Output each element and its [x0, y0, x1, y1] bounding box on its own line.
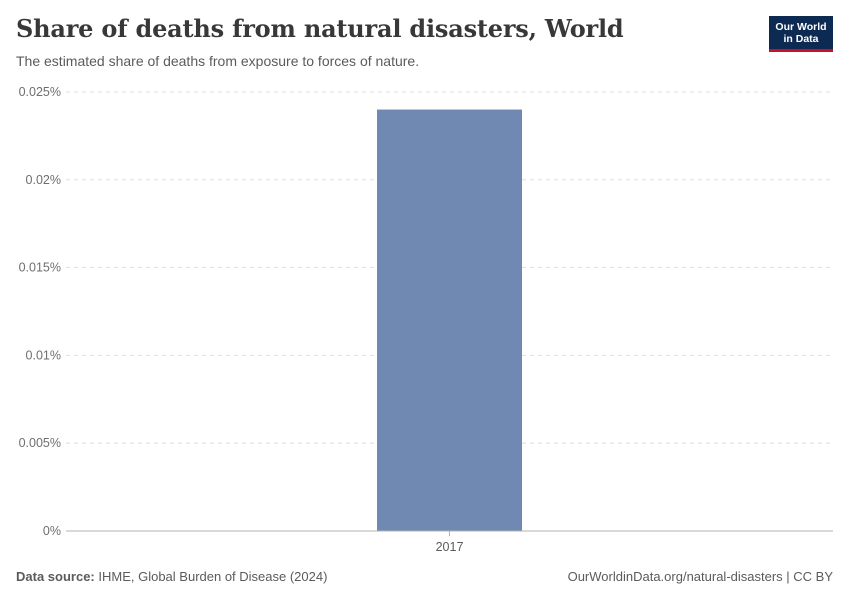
logo-line-1: Our World — [775, 20, 827, 33]
y-tick-label: 0.005% — [19, 436, 61, 450]
y-tick-label: 0.015% — [19, 261, 61, 275]
y-tick-label: 0.02% — [26, 173, 61, 187]
x-tick-label: 2017 — [436, 540, 464, 554]
bar-2017[interactable] — [377, 109, 522, 531]
chart-subtitle: The estimated share of deaths from expos… — [16, 53, 420, 69]
data-source-label: Data source: — [16, 569, 95, 584]
chart-title: Share of deaths from natural disasters, … — [16, 14, 624, 43]
bar-chart: 0% 0.005% 0.01% 0.015% 0.02% 0.025% 2017 — [19, 85, 833, 554]
bars — [377, 109, 522, 531]
y-tick-label: 0.01% — [26, 348, 61, 362]
owid-logo[interactable]: Our World in Data — [769, 16, 833, 52]
y-axis-ticks: 0% 0.005% 0.01% 0.015% 0.02% 0.025% — [19, 85, 61, 538]
logo-line-2: in Data — [783, 32, 819, 45]
source-url-license[interactable]: OurWorldinData.org/natural-disasters | C… — [567, 569, 833, 584]
y-tick-label: 0.025% — [19, 85, 61, 99]
x-axis-ticks: 2017 — [436, 531, 464, 554]
y-tick-label: 0% — [43, 524, 61, 538]
data-source: Data source: IHME, Global Burden of Dise… — [16, 569, 327, 584]
data-source-text: IHME, Global Burden of Disease (2024) — [98, 569, 328, 584]
